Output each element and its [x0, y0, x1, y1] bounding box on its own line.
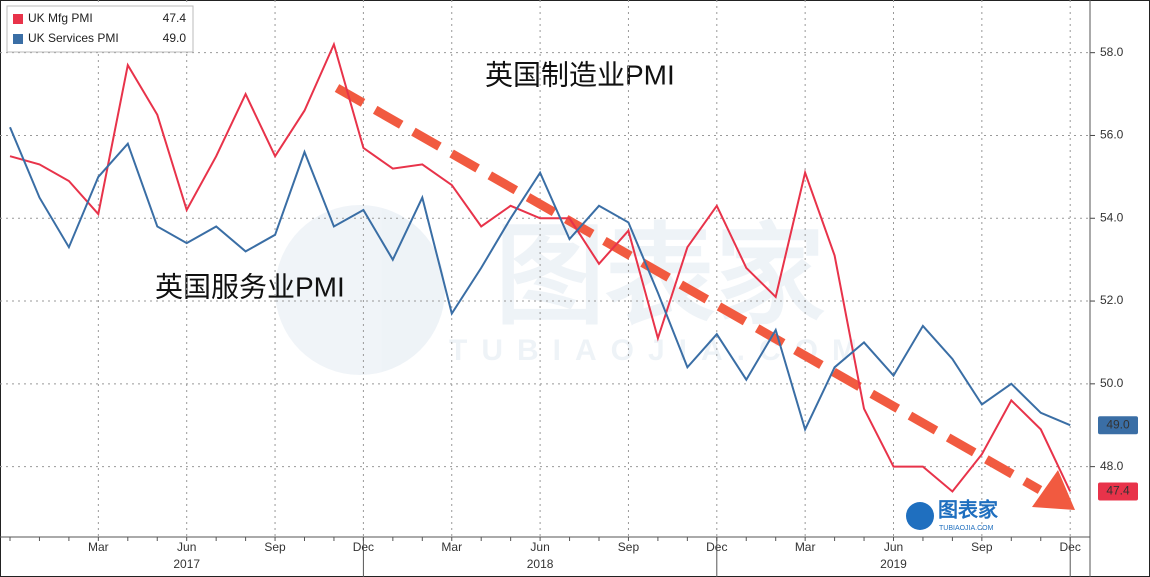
series-line [9, 41, 1072, 493]
y-tick-label: 48.0 [1100, 459, 1124, 473]
legend-box [6, 5, 194, 53]
last-value-tag [1098, 416, 1138, 435]
legend-label: UK Mfg PMI [28, 11, 93, 25]
trend-arrow [334, 84, 1043, 494]
last-value-tag [1098, 482, 1138, 501]
legend-value: 49.0 [163, 31, 187, 45]
series-line [9, 126, 1071, 433]
y-tick-label: 54.0 [1100, 210, 1124, 224]
trend-arrowhead [1032, 470, 1075, 510]
x-tick-label: Jun [177, 540, 196, 554]
legend-label: UK Services PMI [28, 31, 119, 45]
logo-icon [906, 502, 934, 530]
year-label: 2018 [527, 557, 554, 571]
y-tick-label: 52.0 [1100, 293, 1124, 307]
annotation: 英国服务业PMI [155, 271, 345, 302]
legend-swatch [13, 34, 23, 44]
x-tick-label: Mar [795, 540, 816, 554]
legend-value: 47.4 [163, 11, 187, 25]
y-tick-label: 58.0 [1100, 45, 1124, 59]
logo: 图表家 TUBIAOJIA.COM [906, 497, 999, 532]
legend: UK Mfg PMI 47.4 UK Services PMI 49.0 [6, 5, 194, 53]
last-value-label: 47.4 [1106, 484, 1130, 498]
x-tick-label: Mar [88, 540, 109, 554]
x-tick-label: Jun [884, 540, 903, 554]
legend-swatch [13, 14, 23, 24]
watermark: 图表家 TUBIAOJIA.COM [275, 205, 871, 375]
x-tick-label: Sep [264, 540, 286, 554]
year-label: 2019 [880, 557, 907, 571]
logo-site: TUBIAOJIA.COM [939, 525, 994, 532]
annotation: 英国制造业PMI [485, 59, 675, 90]
x-tick-label: Sep [971, 540, 993, 554]
y-tick-label: 56.0 [1100, 128, 1124, 142]
last-value-label: 49.0 [1106, 417, 1130, 431]
watermark-site: TUBIAOJIA.COM [449, 334, 871, 367]
x-tick-label: Sep [618, 540, 640, 554]
watermark-logo [275, 205, 445, 375]
year-label: 2017 [173, 557, 200, 571]
y-tick-label: 50.0 [1100, 376, 1124, 390]
x-tick-label: Mar [441, 540, 462, 554]
logo-text: 图表家 [938, 497, 999, 521]
x-tick-label: Jun [530, 540, 549, 554]
